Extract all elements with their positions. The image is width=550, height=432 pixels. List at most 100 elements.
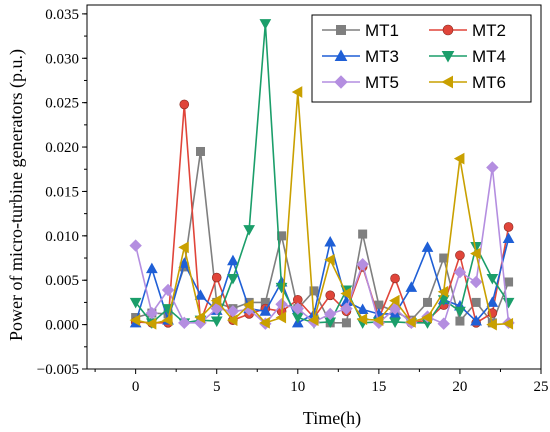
y-tick-label: 0.010 bbox=[45, 229, 79, 245]
data-point bbox=[291, 86, 303, 98]
data-point bbox=[502, 232, 515, 243]
data-point bbox=[226, 314, 238, 327]
axis-layer: 0 5 10 15 20 25 −0.005 0.000 0.005 0.010 0.015 0.02… bbox=[37, 4, 549, 395]
data-point bbox=[259, 316, 270, 329]
data-point bbox=[307, 314, 319, 327]
data-point bbox=[309, 286, 319, 296]
legend-marker bbox=[336, 25, 346, 35]
data-point bbox=[455, 250, 465, 261]
data-point bbox=[226, 305, 240, 318]
data-point bbox=[504, 277, 514, 287]
series-MT6 bbox=[129, 86, 514, 331]
legend-marker bbox=[334, 75, 348, 89]
data-point bbox=[358, 229, 368, 239]
x-axis-title: Time(h) bbox=[303, 408, 361, 429]
data-point bbox=[486, 273, 499, 285]
legend-marker bbox=[442, 24, 454, 36]
series-MT2 bbox=[130, 99, 514, 328]
data-point bbox=[486, 296, 499, 307]
data-point bbox=[324, 253, 335, 266]
data-point bbox=[470, 241, 482, 253]
data-point bbox=[275, 311, 287, 324]
data-point bbox=[145, 317, 157, 330]
data-point bbox=[325, 290, 336, 301]
data-point bbox=[210, 294, 222, 307]
data-point bbox=[129, 297, 142, 309]
data-point bbox=[162, 314, 173, 327]
data-point bbox=[389, 317, 401, 328]
data-point bbox=[196, 146, 205, 156]
legend-label: MT4 bbox=[472, 47, 506, 66]
data-point bbox=[340, 287, 351, 300]
data-point bbox=[243, 299, 254, 311]
data-point bbox=[486, 161, 499, 174]
data-point bbox=[455, 316, 465, 326]
data-point bbox=[243, 225, 255, 236]
y-tick-label: −0.005 bbox=[37, 362, 79, 378]
y-tick-label: 0.030 bbox=[45, 51, 79, 67]
y-tick-label: 0.020 bbox=[45, 140, 79, 156]
data-point bbox=[486, 318, 497, 331]
data-point bbox=[437, 295, 450, 306]
legend-label: MT5 bbox=[365, 73, 399, 92]
data-point bbox=[389, 294, 400, 307]
data-point bbox=[227, 254, 239, 266]
legend-label: MT6 bbox=[472, 73, 506, 92]
y-tick-label: 0.000 bbox=[45, 318, 79, 334]
legend-label: MT1 bbox=[365, 21, 399, 40]
x-tick-label: 0 bbox=[132, 379, 140, 395]
data-point bbox=[503, 222, 514, 232]
legend: MT1 MT2 MT3 MT4 MT5 MT6 bbox=[311, 14, 532, 103]
legend-label: MT2 bbox=[472, 21, 506, 40]
data-point bbox=[390, 273, 400, 284]
data-point bbox=[356, 258, 369, 271]
y-axis-title: Power of micro-turbine generators (p.u.) bbox=[6, 49, 27, 341]
data-point bbox=[453, 152, 465, 165]
data-point bbox=[405, 316, 416, 328]
legend-label: MT3 bbox=[365, 47, 399, 66]
y-tick-label: 0.015 bbox=[45, 184, 79, 200]
data-point bbox=[178, 241, 189, 254]
data-point bbox=[372, 314, 384, 327]
data-point bbox=[161, 283, 175, 297]
data-point bbox=[437, 285, 449, 298]
x-tick-label: 5 bbox=[213, 379, 221, 395]
data-point bbox=[454, 306, 466, 318]
data-point bbox=[341, 318, 351, 328]
data-point bbox=[210, 302, 223, 315]
data-point bbox=[470, 315, 482, 326]
data-point bbox=[471, 297, 481, 307]
data-point bbox=[421, 241, 434, 252]
data-point bbox=[178, 257, 191, 268]
plot-frame bbox=[86, 4, 542, 370]
y-tick-label: 0.005 bbox=[45, 273, 79, 289]
data-point bbox=[259, 19, 272, 30]
data-point bbox=[211, 272, 222, 283]
data-point bbox=[356, 303, 369, 315]
data-point bbox=[194, 311, 205, 324]
data-point bbox=[405, 281, 418, 292]
data-point bbox=[259, 305, 272, 316]
x-tick-label: 15 bbox=[371, 379, 386, 395]
data-point bbox=[324, 236, 337, 247]
data-point bbox=[388, 302, 402, 315]
data-point bbox=[324, 307, 337, 321]
data-point bbox=[210, 316, 223, 328]
data-point bbox=[437, 317, 450, 330]
data-point bbox=[470, 247, 481, 260]
data-point bbox=[145, 306, 159, 320]
plot-layer bbox=[129, 19, 515, 331]
data-point bbox=[178, 316, 191, 330]
data-point bbox=[340, 302, 353, 315]
x-tick-label: 20 bbox=[452, 379, 467, 395]
data-point bbox=[291, 302, 304, 315]
data-point bbox=[502, 317, 514, 330]
data-point bbox=[146, 262, 158, 274]
data-point bbox=[469, 275, 483, 289]
y-tick-label: 0.035 bbox=[45, 7, 79, 23]
x-tick-label: 25 bbox=[534, 379, 549, 395]
y-tick-label: 0.025 bbox=[45, 96, 79, 112]
legend-marker bbox=[441, 51, 455, 63]
data-point bbox=[502, 297, 515, 309]
